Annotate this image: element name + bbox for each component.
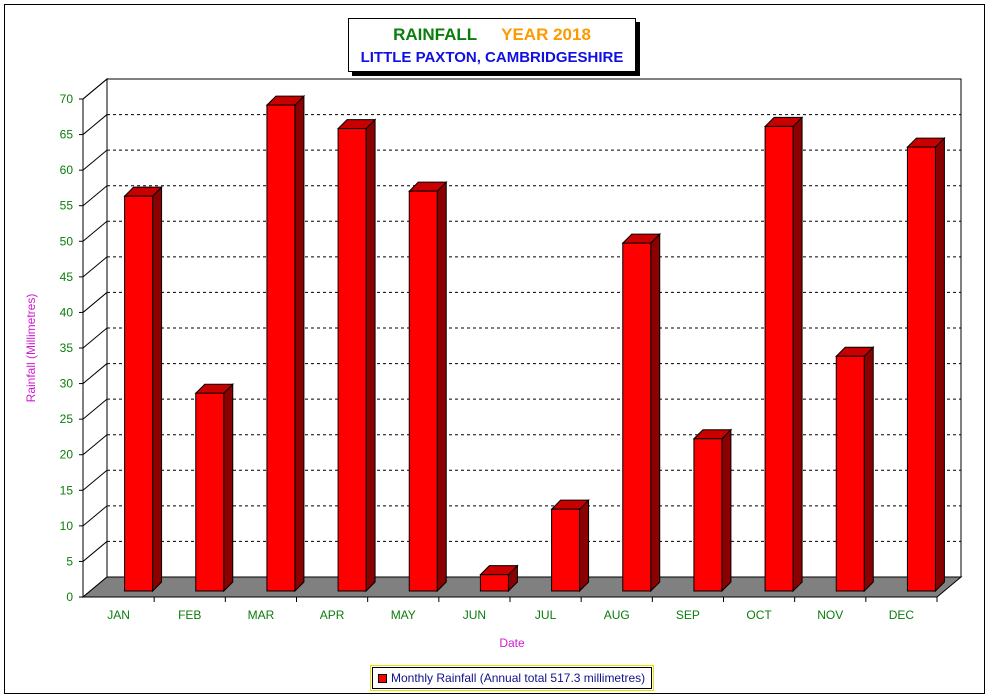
x-tick-label: APR xyxy=(320,608,345,622)
x-tick-label: MAY xyxy=(391,608,416,622)
y-axis-title: Rainfall (Millimetres) xyxy=(24,294,38,403)
gridline-depth xyxy=(82,220,108,242)
gridline-depth xyxy=(82,114,108,135)
y-tick-label: 60 xyxy=(60,163,74,177)
y-tick-label: 10 xyxy=(60,519,74,533)
chart-subtitle: LITTLE PAXTON, CAMBRIDGESHIRE xyxy=(360,49,624,66)
y-tick-label: 35 xyxy=(60,341,74,355)
y-tick-label: 25 xyxy=(60,412,74,426)
bar-side xyxy=(650,232,661,593)
bar xyxy=(266,104,296,592)
chart-title-box: RAINFALL YEAR 2018 LITTLE PAXTON, CAMBRID… xyxy=(348,18,636,72)
bar xyxy=(124,195,154,592)
gridline-depth xyxy=(82,327,108,349)
y-tick-label: 5 xyxy=(66,554,73,568)
x-tick-label: AUG xyxy=(604,608,630,622)
x-tick-label: SEP xyxy=(676,608,700,622)
y-tick-label: 40 xyxy=(60,305,74,319)
x-tick-label: JUL xyxy=(535,608,557,622)
y-tick-label: 65 xyxy=(60,128,74,142)
bar-side xyxy=(365,118,376,593)
bar-side xyxy=(579,498,590,593)
x-tick-label: JUN xyxy=(463,608,486,622)
gridline-depth xyxy=(82,78,108,100)
bar xyxy=(551,508,581,592)
x-axis-title: Date xyxy=(499,636,525,650)
gridline-depth xyxy=(82,505,108,527)
y-tick-label: 55 xyxy=(60,199,74,213)
bar xyxy=(337,128,367,592)
bar-side xyxy=(294,94,305,593)
gridline-depth xyxy=(82,292,108,313)
bar-side xyxy=(152,185,163,593)
bar xyxy=(906,146,936,592)
bar xyxy=(479,574,509,592)
gridline-depth xyxy=(82,469,108,491)
gridline-depth xyxy=(82,256,108,278)
y-tick-label: 45 xyxy=(60,270,74,284)
chart-title: RAINFALL xyxy=(393,25,478,44)
gridline-depth xyxy=(82,434,108,456)
gridline-depth xyxy=(82,149,108,171)
bar xyxy=(835,355,865,592)
y-tick-label: 70 xyxy=(60,92,74,106)
x-tick-label: NOV xyxy=(817,608,843,622)
chart-title-year: YEAR 2018 xyxy=(501,25,591,44)
y-tick-label: 50 xyxy=(60,234,74,248)
legend-swatch xyxy=(378,673,387,683)
y-tick-label: 15 xyxy=(60,483,74,497)
y-tick-label: 0 xyxy=(66,590,73,604)
bar-side xyxy=(792,116,803,593)
y-tick-label: 20 xyxy=(60,448,74,462)
gridline-depth xyxy=(82,541,108,562)
x-tick-label: OCT xyxy=(746,608,772,622)
bar xyxy=(195,392,225,592)
legend-label: Monthly Rainfall (Annual total 517.3 mil… xyxy=(391,671,646,685)
x-tick-label: JAN xyxy=(107,608,130,622)
bar-side xyxy=(223,383,234,593)
bar xyxy=(408,190,438,592)
bar xyxy=(622,242,652,592)
chart-legend: Monthly Rainfall (Annual total 517.3 mil… xyxy=(369,665,655,691)
y-tick-label: 30 xyxy=(60,377,74,391)
bar-side xyxy=(934,136,945,593)
gridline-depth xyxy=(82,363,108,384)
gridline-depth xyxy=(82,185,108,207)
bar xyxy=(693,438,723,592)
bar xyxy=(764,125,794,592)
gridline-depth xyxy=(82,398,108,420)
bar-side xyxy=(863,346,874,593)
x-tick-label: MAR xyxy=(248,608,275,622)
bar-side xyxy=(721,428,732,593)
bar-side xyxy=(436,180,447,593)
x-tick-label: FEB xyxy=(178,608,201,622)
x-tick-label: DEC xyxy=(889,608,915,622)
